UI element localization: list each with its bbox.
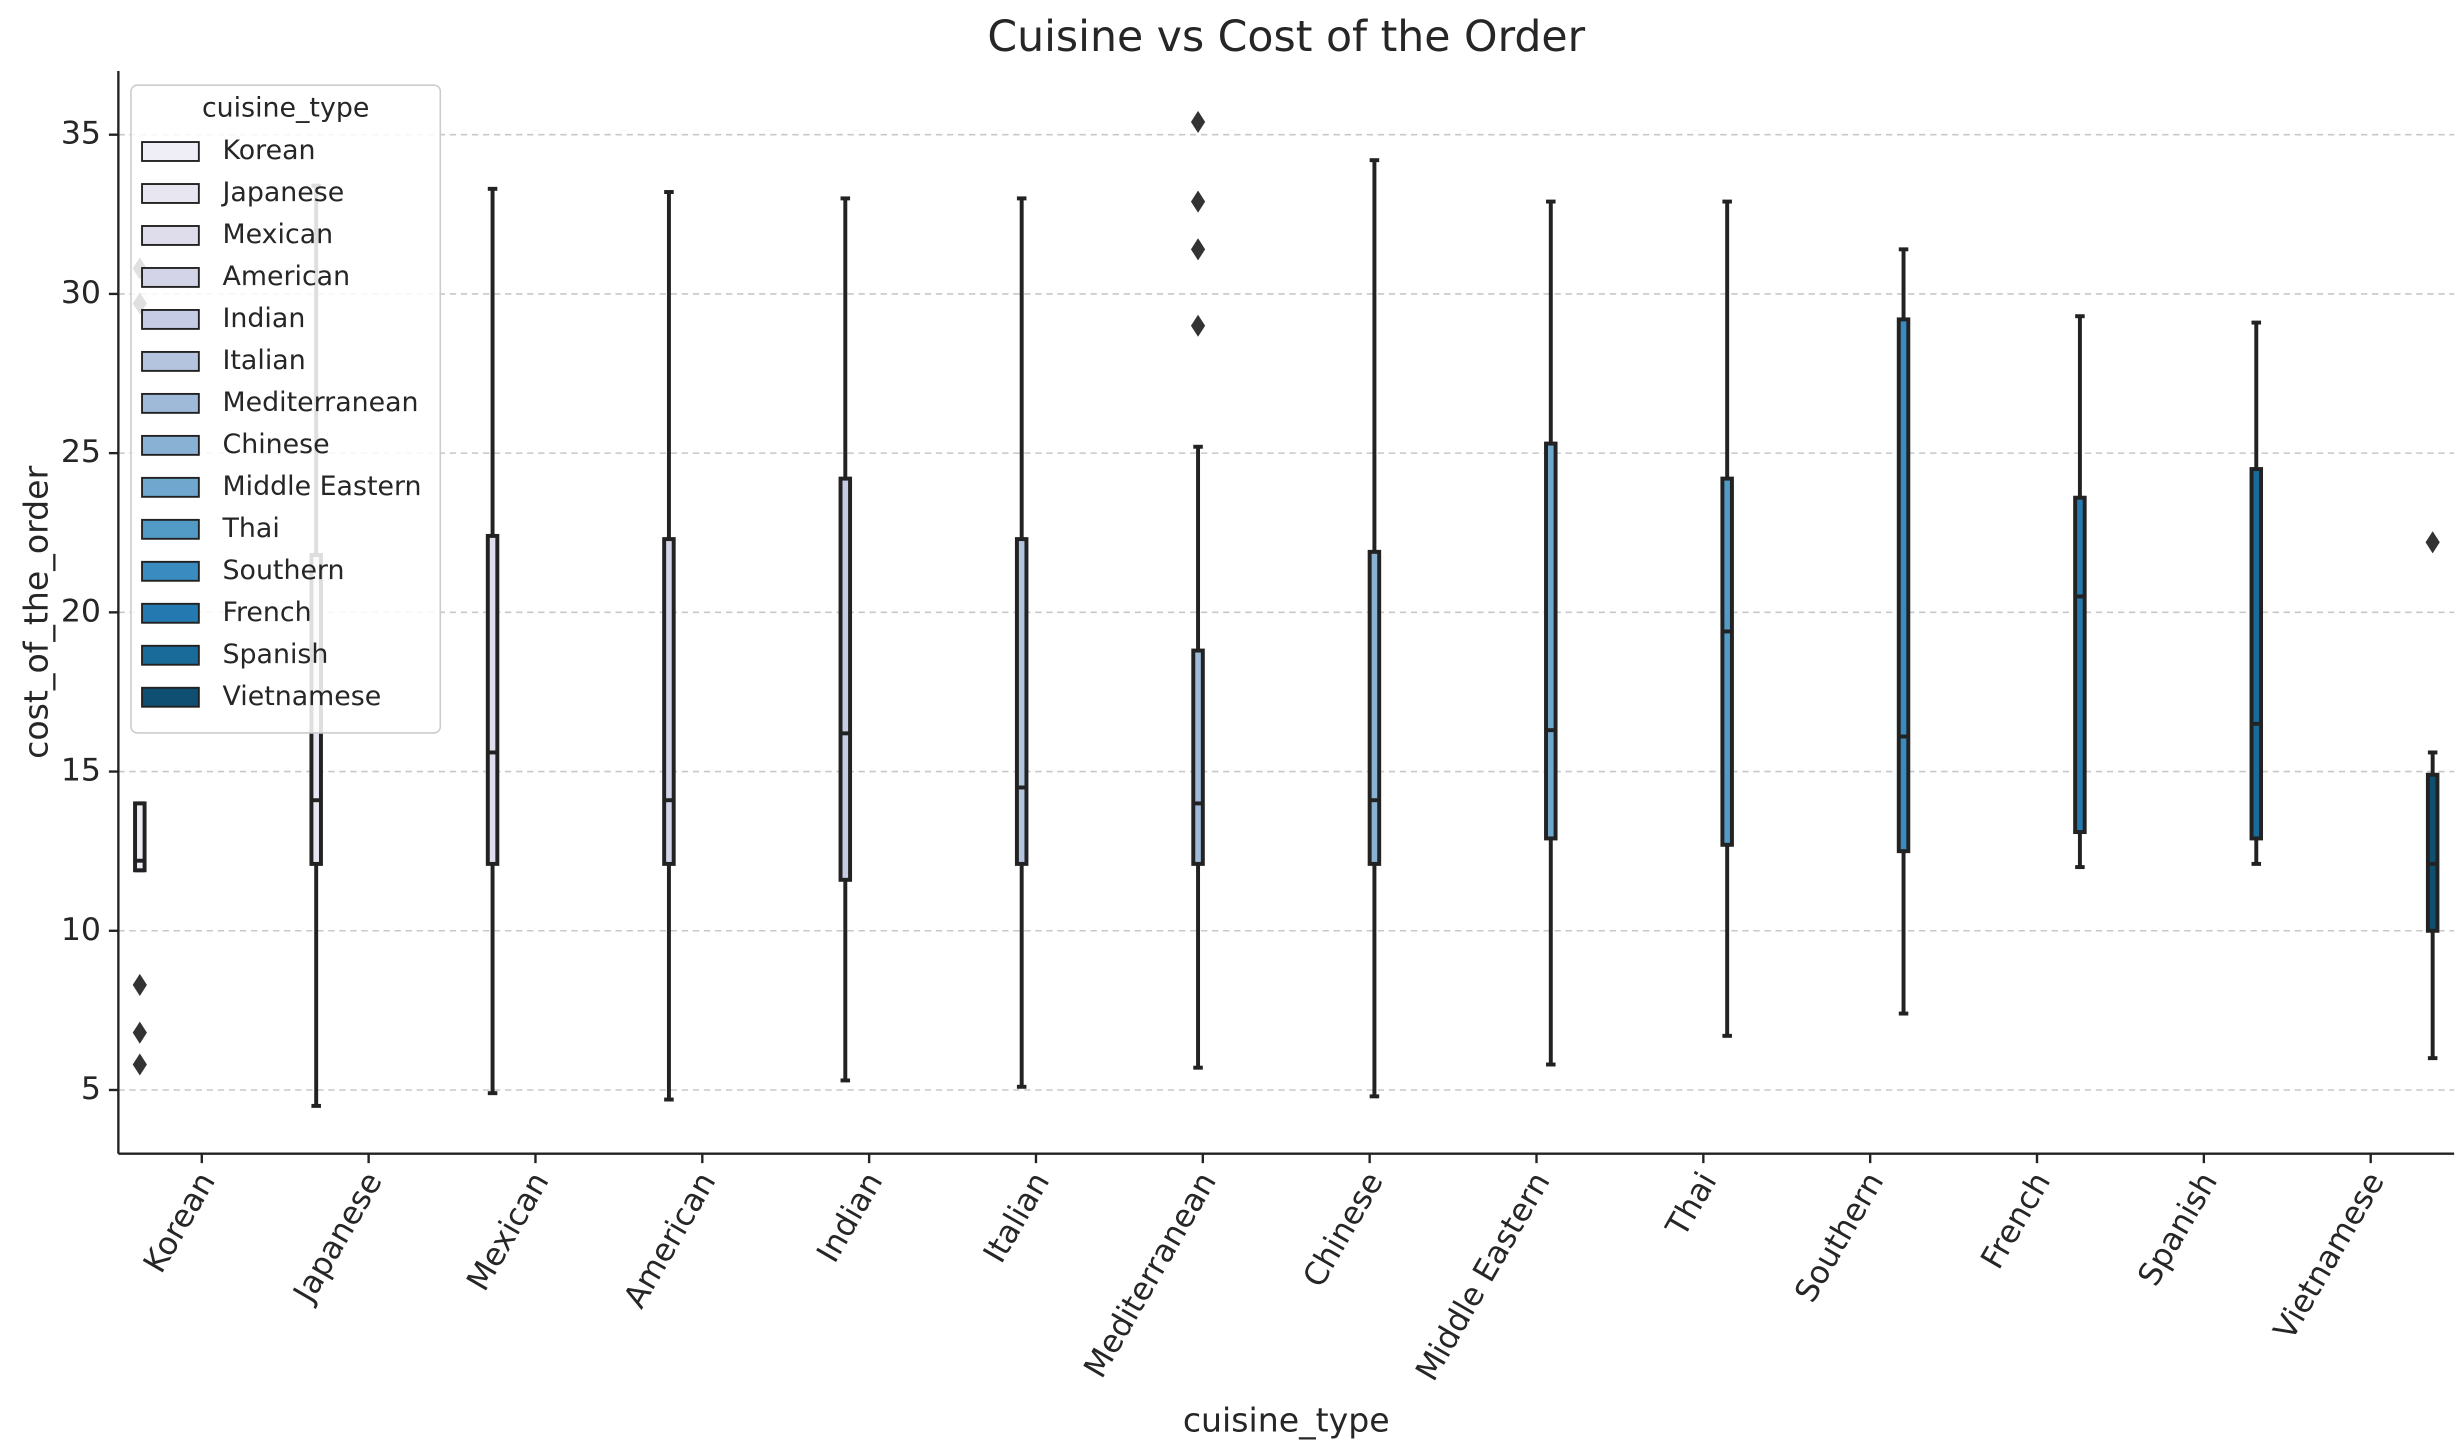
y-tick-label: 5 bbox=[81, 1071, 101, 1107]
y-axis-label: cost_of_the_order bbox=[16, 465, 55, 758]
box bbox=[1896, 317, 1911, 854]
x-tick-label: Mexican bbox=[460, 1166, 556, 1297]
outlier bbox=[1190, 110, 1206, 134]
box bbox=[485, 533, 500, 866]
legend-label: French bbox=[223, 597, 312, 628]
chart-title: Cuisine vs Cost of the Order bbox=[987, 12, 1585, 62]
box bbox=[2073, 495, 2087, 835]
x-tick-label: Indian bbox=[810, 1166, 890, 1268]
legend-label: Middle Eastern bbox=[223, 471, 422, 502]
box bbox=[2249, 467, 2264, 841]
legend-swatch bbox=[141, 434, 200, 456]
legend-label: Spanish bbox=[223, 639, 329, 670]
legend-label: Japanese bbox=[221, 177, 345, 208]
box bbox=[1367, 549, 1382, 866]
legend-swatch bbox=[141, 476, 200, 498]
x-tick-label: Italian bbox=[977, 1166, 1057, 1269]
legend-swatch bbox=[141, 518, 200, 540]
legend-label: Mediterranean bbox=[223, 387, 419, 418]
legend-swatch bbox=[141, 644, 200, 666]
outlier bbox=[132, 1053, 147, 1076]
legend-swatch bbox=[141, 267, 200, 288]
legend-swatch bbox=[141, 686, 200, 708]
x-tick-label: Mediterranean bbox=[1077, 1166, 1223, 1384]
box bbox=[1544, 441, 1558, 841]
x-tick-label: Korean bbox=[137, 1166, 223, 1279]
y-tick-label: 25 bbox=[61, 434, 101, 470]
x-tick-label: Spanish bbox=[2131, 1166, 2224, 1292]
legend-swatch bbox=[141, 309, 200, 330]
x-tick-label: American bbox=[617, 1166, 723, 1314]
x-tick-label: Thai bbox=[1659, 1166, 1724, 1243]
legend-swatch bbox=[141, 602, 200, 624]
legend-label: Thai bbox=[222, 513, 280, 544]
box bbox=[133, 801, 147, 873]
legend-label: Korean bbox=[223, 135, 316, 166]
legend-swatch bbox=[141, 560, 200, 582]
outlier bbox=[1190, 314, 1206, 337]
x-axis-label: cuisine_type bbox=[1183, 1400, 1390, 1439]
x-tick-label: French bbox=[1974, 1166, 2058, 1275]
box bbox=[838, 476, 853, 882]
legend-label: Vietnamese bbox=[223, 681, 382, 712]
x-tick-label: Vietnamese bbox=[2267, 1166, 2392, 1346]
x-tick-label: Chinese bbox=[1296, 1166, 1390, 1293]
legend-swatch bbox=[141, 141, 200, 162]
box bbox=[662, 537, 676, 866]
y-tick-label: 10 bbox=[61, 912, 101, 948]
box bbox=[1014, 537, 1029, 866]
legend-swatch bbox=[141, 392, 200, 414]
box bbox=[1191, 648, 1205, 866]
outlier bbox=[1190, 190, 1206, 213]
y-tick-label: 35 bbox=[61, 116, 101, 152]
legend-swatch bbox=[141, 225, 200, 246]
outlier bbox=[2425, 531, 2440, 554]
x-tick-label: Middle Eastern bbox=[1409, 1166, 1557, 1387]
legend-swatch bbox=[141, 183, 200, 204]
legend-label: Indian bbox=[223, 303, 306, 334]
legend-label: Southern bbox=[223, 555, 345, 586]
legend-swatch bbox=[141, 350, 200, 372]
outlier bbox=[1190, 238, 1206, 261]
y-tick-label: 30 bbox=[61, 275, 101, 311]
y-tick-label: 20 bbox=[61, 593, 101, 629]
legend-label: Chinese bbox=[223, 429, 330, 460]
box bbox=[1720, 476, 1734, 847]
legend-label: Italian bbox=[223, 345, 306, 376]
x-tick-label: Southern bbox=[1788, 1166, 1891, 1308]
legend-label: Mexican bbox=[223, 219, 334, 250]
outlier bbox=[132, 1021, 147, 1044]
box bbox=[2425, 772, 2440, 933]
y-tick-label: 15 bbox=[61, 753, 101, 789]
outlier bbox=[132, 973, 147, 996]
x-tick-label: Japanese bbox=[286, 1166, 390, 1310]
legend-title: cuisine_type bbox=[202, 92, 369, 123]
legend-label: American bbox=[223, 261, 351, 292]
legend-frame bbox=[130, 84, 442, 734]
